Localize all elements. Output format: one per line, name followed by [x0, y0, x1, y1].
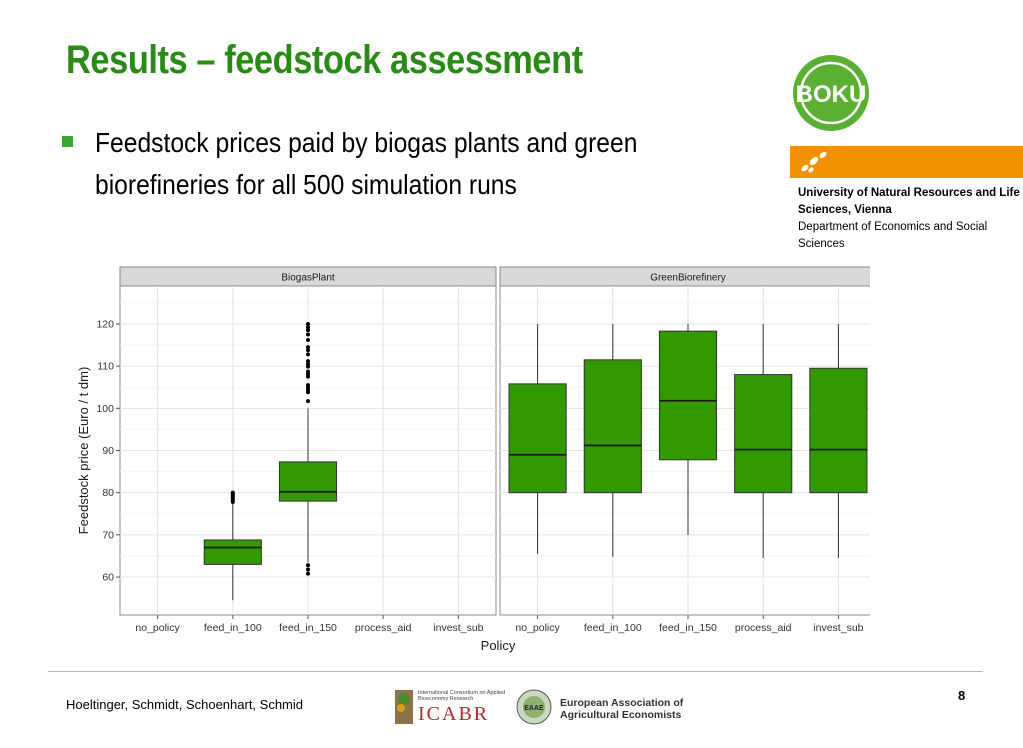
eaae-logo-text: EAAE	[524, 705, 544, 712]
y-tick-label: 100	[96, 403, 114, 415]
outlier-point	[306, 345, 310, 350]
box	[508, 383, 567, 494]
outlier-point	[306, 362, 310, 367]
y-tick-label: 120	[96, 318, 114, 330]
boku-logo: BOKU	[793, 55, 869, 131]
university-name: University of Natural Resources and Life…	[798, 187, 1020, 216]
panel-strip-label: BiogasPlant	[281, 273, 335, 284]
university-info: University of Natural Resources and Life…	[798, 185, 1020, 253]
box	[278, 461, 338, 502]
x-tick-label: invest_sub	[433, 622, 483, 634]
outlier-point	[306, 348, 310, 353]
y-tick-label: 70	[102, 529, 114, 541]
boku-logo-text: BOKU	[796, 81, 867, 108]
x-tick-label: invest_sub	[813, 622, 863, 634]
x-tick-label: no_policy	[515, 622, 560, 634]
x-tick-label: feed_in_100	[204, 622, 262, 634]
department-name: Department of Economics and Social Scien…	[798, 221, 988, 250]
outlier-point	[306, 369, 310, 374]
x-tick-label: feed_in_150	[279, 622, 337, 634]
y-tick-label: 80	[102, 487, 114, 499]
outlier-point	[306, 352, 310, 357]
y-tick-label: 110	[97, 361, 114, 373]
outlier-point	[306, 399, 310, 404]
outlier-point	[306, 571, 310, 576]
outlier-point	[306, 359, 310, 364]
outlier-point	[306, 563, 310, 568]
footer-divider	[48, 671, 983, 672]
box	[658, 330, 718, 461]
bullet-marker	[62, 136, 73, 147]
boxplot-chart: BiogasPlant no_policy feed_in_100 feed_in_1…	[76, 266, 870, 653]
box	[734, 374, 793, 494]
outlier-point	[306, 567, 310, 572]
x-tick-label: no_policy	[135, 622, 180, 634]
box	[203, 539, 262, 565]
bullet-text: Feedstock prices paid by biogas plants a…	[95, 127, 638, 200]
y-axis-label: Feedstock price (Euro / t dm)	[76, 367, 91, 535]
x-tick-label: feed_in_100	[584, 622, 642, 634]
x-axis-label: Policy	[481, 638, 516, 653]
x-tick-label: process_aid	[355, 622, 412, 634]
eaae-name: European Association of Agricultural Eco…	[560, 697, 683, 721]
eaae-logo: EAAE	[516, 689, 552, 725]
x-tick-label: feed_in_150	[659, 622, 717, 634]
outlier-point	[306, 325, 310, 330]
leaf-mark-icon	[801, 151, 827, 173]
y-tick-label: 60	[102, 572, 114, 584]
outlier-point	[306, 383, 310, 388]
slide-title: Results – feedstock assessment	[66, 38, 583, 82]
y-tick-label: 90	[102, 445, 114, 457]
footer-authors: Hoeltinger, Schmidt, Schoenhart, Schmid	[66, 697, 304, 712]
panel-strip-label: GreenBiorefinery	[650, 273, 726, 284]
icabr-wordmark: ICABR	[418, 703, 490, 725]
eaae-line-1: European Association of	[560, 697, 684, 709]
box	[583, 359, 642, 494]
outlier-point	[306, 332, 310, 337]
outlier-point	[306, 321, 310, 326]
page-number: 8	[958, 688, 966, 703]
outlier-point	[306, 337, 310, 342]
outlier-point	[306, 328, 310, 333]
box	[809, 367, 868, 494]
orange-banner	[790, 146, 1023, 178]
icabr-logo	[395, 690, 413, 724]
x-tick-label: process_aid	[735, 622, 792, 634]
eaae-line-2: Agricultural Economists	[560, 709, 682, 721]
icabr-subtitle: International Consortium on Applied Bioe…	[418, 690, 506, 702]
outlier-point	[230, 490, 235, 495]
